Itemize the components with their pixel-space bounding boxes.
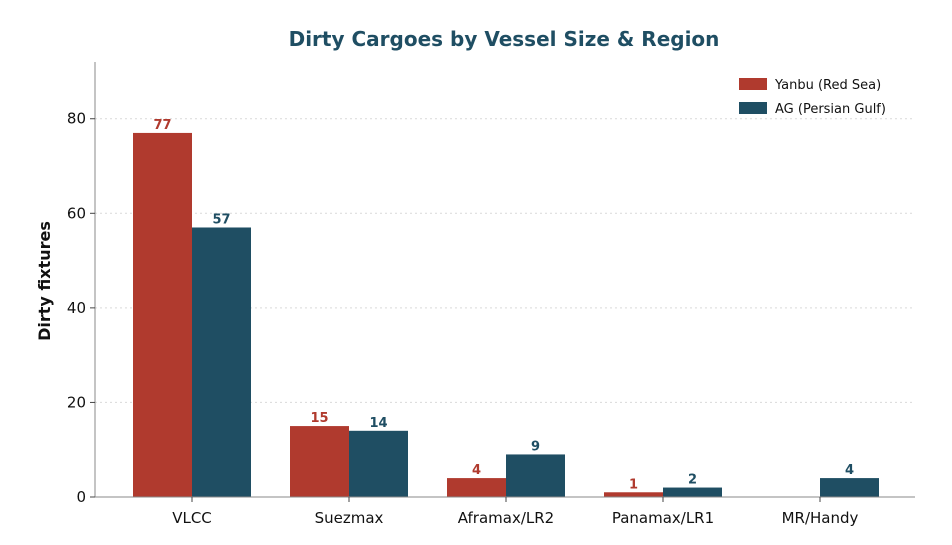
x-tick-label: Suezmax — [315, 509, 384, 527]
bar-value-label: 4 — [845, 463, 854, 478]
y-tick-label: 0 — [76, 488, 86, 506]
bar-yanbu-1 — [290, 426, 349, 497]
chart-title: Dirty Cargoes by Vessel Size & Region — [289, 27, 720, 51]
bar-value-label: 14 — [369, 416, 387, 431]
y-axis-label: Dirty fixtures — [35, 221, 54, 341]
bar-ag-4 — [820, 478, 879, 497]
legend-label-ag: AG (Persian Gulf) — [775, 102, 886, 117]
legend-swatch-ag — [739, 102, 767, 114]
bar-ag-1 — [349, 430, 408, 497]
bars — [133, 132, 879, 497]
x-tick-label: Panamax/LR1 — [612, 509, 714, 527]
bar-value-label: 2 — [688, 473, 697, 488]
y-tick-label: 20 — [67, 393, 86, 411]
x-axis-ticks: VLCC Suezmax Aframax/LR2 Panamax/LR1 MR/Hand… — [172, 497, 859, 527]
legend-label-yanbu: Yanbu (Red Sea) — [774, 78, 881, 93]
axes — [94, 62, 915, 498]
bar-value-label: 4 — [472, 463, 481, 478]
y-tick-label: 60 — [67, 204, 86, 222]
bar-ag-2 — [506, 454, 565, 497]
bar-labels: 77 57 15 14 4 9 1 2 4 — [153, 118, 854, 492]
bar-value-label: 9 — [531, 439, 540, 454]
y-tick-label: 40 — [67, 299, 86, 317]
bar-value-label: 1 — [629, 477, 638, 492]
legend: Yanbu (Red Sea) AG (Persian Gulf) — [739, 78, 886, 117]
bar-ag-0 — [192, 227, 251, 497]
legend-swatch-yanbu — [739, 78, 767, 90]
bar-value-label: 77 — [153, 118, 171, 133]
x-tick-label: Aframax/LR2 — [458, 509, 554, 527]
bar-value-label: 15 — [310, 411, 328, 426]
y-axis-ticks: 0 20 40 60 80 — [67, 110, 95, 506]
x-tick-label: VLCC — [172, 509, 212, 527]
bar-yanbu-2 — [447, 478, 506, 497]
bar-value-label: 57 — [212, 212, 230, 227]
bar-ag-3 — [663, 487, 722, 497]
x-tick-label: MR/Handy — [782, 509, 859, 527]
bar-yanbu-0 — [133, 132, 192, 497]
bar-yanbu-3 — [604, 492, 663, 497]
y-tick-label: 80 — [67, 110, 86, 128]
